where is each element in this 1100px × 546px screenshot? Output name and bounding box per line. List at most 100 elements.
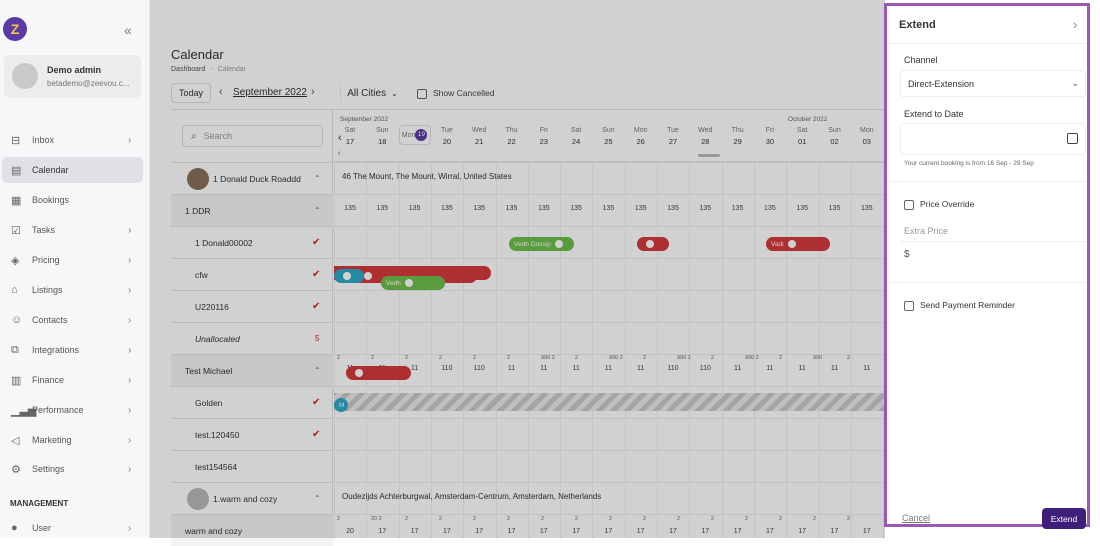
booking-bar[interactable] — [334, 269, 364, 283]
price-cell[interactable]: 11 — [572, 365, 580, 372]
extra-price-input[interactable]: $ — [904, 249, 910, 260]
payment-reminder-toggle[interactable]: Send Payment Reminder — [904, 300, 1015, 311]
chevron-up-icon[interactable]: ⌃ — [314, 206, 321, 215]
sidebar-item-listings[interactable]: ⌂ Listings › — [2, 277, 143, 303]
next-month-icon[interactable]: › — [311, 86, 315, 98]
property-row[interactable]: 1 Donald Duck Roaddd ⌃ — [171, 162, 333, 194]
price-cell[interactable]: 135 — [731, 205, 744, 212]
price-cell[interactable]: 135 — [860, 205, 873, 212]
price-cell[interactable]: 11 — [830, 365, 839, 372]
scroll-left-small-icon[interactable]: ‹ — [338, 150, 341, 157]
price-cell[interactable]: 135 — [764, 205, 776, 212]
sidebar-item-pricing[interactable]: ◈ Pricing › — [2, 247, 143, 273]
price-cell[interactable]: 135 — [796, 205, 809, 212]
modal-overlay[interactable] — [150, 0, 885, 538]
price-cell[interactable]: 17 — [378, 528, 387, 535]
price-cell[interactable]: 17 — [410, 528, 419, 535]
price-cell[interactable]: 135 — [828, 205, 841, 212]
price-cell[interactable]: 17 — [572, 528, 580, 535]
price-cell[interactable]: 17 — [442, 528, 451, 535]
cancel-button[interactable]: Cancel — [902, 513, 931, 523]
user-card[interactable]: Demo admin betademo@zeevou.c... — [4, 55, 141, 98]
price-cell[interactable]: 11 — [604, 365, 613, 372]
sidebar-item-user[interactable]: ● User › — [2, 515, 143, 541]
price-cell[interactable]: 17 — [862, 528, 871, 535]
booking-bar[interactable]: M — [334, 398, 348, 412]
price-cell[interactable]: 17 — [539, 528, 548, 535]
sidebar-item-tasks[interactable]: ☑ Tasks › — [2, 217, 143, 243]
price-cell[interactable]: 17 — [475, 528, 484, 535]
price-cell[interactable]: 17 — [765, 528, 774, 535]
cities-dropdown[interactable]: All Cities ⌄ — [340, 83, 404, 103]
pin-icon[interactable]: ✔ — [312, 397, 321, 408]
extend-button[interactable]: Extend — [1042, 508, 1086, 529]
price-cell[interactable]: 135 — [441, 205, 453, 212]
property-row[interactable]: 1.warm and cozy ⌃ — [171, 482, 333, 514]
unit-row[interactable]: test154564 — [171, 450, 333, 482]
sidebar-item-marketing[interactable]: ◁ Marketing › — [2, 427, 143, 453]
price-cell[interactable]: 110 — [441, 365, 453, 372]
price-cell[interactable]: 11 — [637, 365, 645, 372]
price-cell[interactable]: 17 — [733, 528, 742, 535]
prev-month-icon[interactable]: ‹ — [219, 86, 223, 98]
today-button[interactable]: Today — [171, 83, 211, 103]
unit-row[interactable]: Unallocated 5 — [171, 322, 333, 354]
sidebar-item-inbox[interactable]: ⊟ Inbox › — [2, 127, 143, 153]
channel-select[interactable]: Direct-Extension ⌄ — [900, 70, 1086, 97]
pin-icon[interactable]: ✔ — [312, 269, 321, 280]
price-cell[interactable]: 17 — [669, 528, 677, 535]
price-cell[interactable]: 135 — [667, 205, 679, 212]
price-cell[interactable]: 135 — [699, 205, 712, 212]
price-cell[interactable]: 135 — [408, 205, 421, 212]
close-panel-icon[interactable]: › — [1073, 17, 1078, 32]
price-cell[interactable]: 17 — [636, 528, 645, 535]
price-cell[interactable]: 110 — [699, 365, 711, 372]
sidebar-item-integrations[interactable]: ⧉ Integrations › — [2, 337, 143, 363]
price-override-toggle[interactable]: Price Override — [904, 199, 974, 210]
search-input[interactable]: ⌕ Search — [182, 125, 323, 147]
pin-icon[interactable]: ✔ — [312, 237, 321, 248]
price-cell[interactable]: 17 — [701, 528, 710, 535]
price-cell[interactable]: 17 — [830, 528, 839, 535]
price-cell[interactable]: 135 — [602, 205, 615, 212]
price-cell[interactable]: 110 — [473, 365, 485, 372]
pin-icon[interactable]: ✔ — [312, 429, 321, 440]
unit-row[interactable]: test.120450 ✔ — [171, 418, 333, 450]
price-cell[interactable]: 135 — [505, 205, 518, 212]
price-cell[interactable]: 11 — [766, 365, 774, 372]
booking-bar[interactable]: Vedh — [381, 276, 445, 290]
month-selector[interactable]: September 2022 — [233, 87, 307, 98]
price-cell[interactable]: 11 — [733, 365, 742, 372]
price-cell[interactable]: 17 — [798, 528, 807, 535]
unit-row[interactable]: Golden ✔ — [171, 386, 333, 418]
sidebar-item-calendar[interactable]: ▤ Calendar — [2, 157, 143, 183]
chevron-up-icon[interactable]: ⌃ — [314, 494, 321, 503]
chevron-up-icon[interactable]: ⌃ — [314, 366, 321, 375]
price-cell[interactable]: 11 — [863, 365, 871, 372]
chevron-up-icon[interactable]: ⌃ — [314, 174, 321, 183]
price-cell[interactable]: 135 — [376, 205, 389, 212]
sidebar-item-performance[interactable]: ▁▃▅ Performance › — [2, 397, 143, 423]
checkbox-icon[interactable] — [904, 199, 914, 210]
unit-row[interactable]: 1 Donald00002 ✔ — [171, 226, 333, 258]
price-cell[interactable]: 135 — [344, 205, 356, 212]
unit-row[interactable]: U220116 ✔ — [171, 290, 333, 322]
sidebar-item-bookings[interactable]: ▦ Bookings — [2, 187, 143, 213]
price-cell[interactable]: 110 — [667, 365, 679, 372]
show-cancelled-toggle[interactable]: Show Cancelled — [417, 88, 494, 99]
app-logo[interactable]: Z — [3, 17, 27, 41]
price-cell[interactable]: 135 — [634, 205, 647, 212]
price-cell[interactable]: 11 — [540, 365, 548, 372]
price-cell[interactable]: 17 — [507, 528, 516, 535]
booking-bar[interactable] — [346, 366, 411, 380]
sidebar-item-contacts[interactable]: ☺ Contacts › — [2, 307, 143, 333]
unit-row[interactable]: cfw ✔ — [171, 258, 333, 290]
checkbox-icon[interactable] — [417, 88, 427, 99]
checkbox-icon[interactable] — [904, 300, 914, 311]
sidebar-item-finance[interactable]: ▥ Finance › — [2, 367, 143, 393]
horizontal-scrollbar[interactable] — [698, 154, 720, 157]
scroll-left-icon[interactable]: ‹ — [338, 132, 342, 144]
price-cell[interactable]: 135 — [473, 205, 486, 212]
booking-bar[interactable]: Vedh Gossip — [509, 237, 574, 251]
price-cell[interactable]: 20 — [346, 528, 354, 535]
